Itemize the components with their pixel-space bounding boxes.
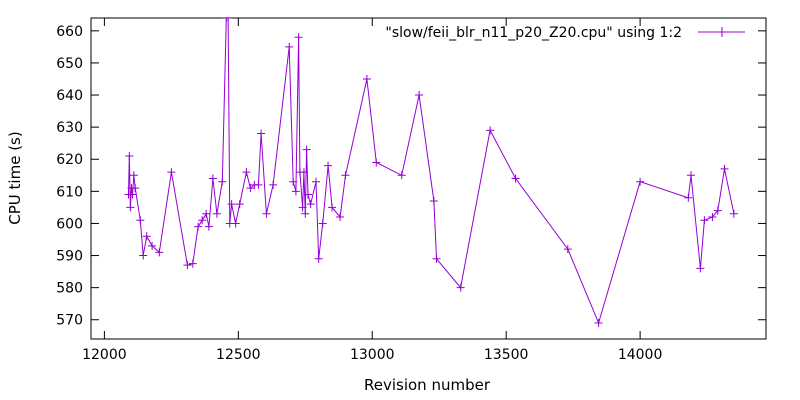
data-point [167,168,176,177]
data-point [148,241,157,250]
data-point [324,161,333,170]
data-point [183,261,192,270]
data-point [708,213,717,222]
data-point [372,158,381,167]
data-point [636,177,645,186]
data-point [235,200,244,209]
data-point [302,145,311,154]
data-point [198,216,207,225]
data-point [397,171,406,180]
x-axis-ticks: 12000 12500 13000 13500 14000 [82,18,662,363]
data-point [301,209,310,218]
data-point [285,42,294,51]
legend-marker [717,27,727,37]
data-point [246,184,255,193]
y-tick-label: 640 [56,88,83,104]
data-point [303,190,312,199]
y-tick-label: 620 [56,152,83,168]
data-point [362,74,371,83]
data-point [432,254,441,263]
x-tick-label: 12500 [216,347,261,363]
y-tick-label: 580 [56,281,83,297]
series-group [124,18,738,327]
data-point [328,203,337,212]
data-point [415,91,424,100]
legend-label: "slow/feii_blr_n11_p20_Z20.cpu" using 1:… [385,25,682,41]
data-point [136,216,145,225]
data-point [729,209,738,218]
data-point [194,222,203,231]
data-point [202,209,211,218]
data-point [720,164,729,173]
data-point [700,216,709,225]
data-point [129,171,138,180]
data-point [139,251,148,260]
x-tick-label: 13000 [350,347,395,363]
y-axis-label: CPU time (s) [6,131,24,224]
y-tick-label: 590 [56,249,83,265]
data-point [231,219,240,228]
data-point [429,196,438,205]
data-point [298,203,307,212]
data-point [563,245,572,254]
data-point [684,193,693,202]
data-point [289,177,298,186]
data-point [125,152,134,161]
plot-frame [90,17,767,340]
data-point [314,254,323,263]
data-point [696,264,705,273]
data-point [155,248,164,257]
data-point [212,209,221,218]
data-point [594,318,603,327]
data-point [204,222,213,231]
data-point [312,177,320,186]
data-point [299,168,308,177]
data-point [341,171,350,180]
data-point [128,190,137,199]
data-point [227,200,236,209]
data-point [218,177,227,186]
data-point [131,184,140,193]
data-point [291,187,300,196]
data-point [142,232,151,241]
data-point [486,126,495,135]
data-point [126,203,135,212]
data-point [188,259,197,268]
y-tick-label: 600 [56,216,83,232]
data-point [208,174,217,183]
data-point [713,206,722,215]
data-point [262,209,271,218]
y-tick-label: 660 [56,24,83,40]
x-axis-label: Revision number [364,376,491,394]
y-tick-label: 650 [56,56,83,72]
data-point [254,180,263,189]
y-axis-ticks: 570 580 590 600 610 620 630 640 650 660 [56,24,766,329]
data-point [306,200,315,209]
y-tick-label: 610 [56,184,83,200]
data-point [318,219,327,228]
data-point [222,18,231,22]
data-point [456,283,465,292]
data-point [294,33,303,42]
x-tick-label: 14000 [618,347,663,363]
data-point [511,174,520,183]
data-point [336,213,345,222]
x-tick-label: 13500 [484,347,529,363]
data-point [269,180,278,189]
legend: "slow/feii_blr_n11_p20_Z20.cpu" using 1:… [385,25,745,41]
y-tick-label: 570 [56,313,83,329]
x-tick-label: 12000 [82,347,127,363]
series-0 [124,18,738,327]
series-line [128,18,735,325]
data-point [224,18,233,22]
data-point [242,168,251,177]
data-point [257,129,266,138]
y-tick-label: 630 [56,120,83,136]
data-point [687,171,695,180]
